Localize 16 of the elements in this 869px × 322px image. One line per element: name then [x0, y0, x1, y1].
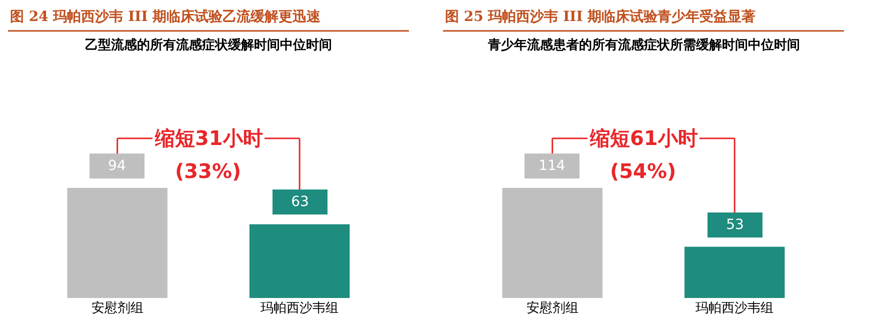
data-label: 94: [108, 158, 126, 174]
text: (33%): [175, 159, 242, 183]
chart-subtitle: 乙型流感的所有流感症状缓解时间中位时间: [85, 37, 332, 53]
data-label: 53: [726, 217, 744, 233]
x-tick-label: 玛帕西沙韦组: [260, 301, 339, 316]
chart-title: 图 25 玛帕西沙韦 III 期临床试验青少年受益显著: [445, 8, 756, 25]
data-label: 63: [291, 194, 309, 210]
text: 缩短31小时: [154, 126, 263, 150]
text: 缩短61小时: [589, 126, 698, 150]
data-label: 114: [538, 158, 566, 174]
x-tick-label: 玛帕西沙韦组: [696, 301, 774, 316]
chart-subtitle: 青少年流感患者的所有流感症状所需缓解时间中位时间: [487, 37, 800, 53]
x-tick-label: 安慰剂组: [526, 300, 578, 316]
chart-title: 图 24 玛帕西沙韦 III 期临床试验乙流缓解更迅速: [10, 8, 322, 25]
text: (54%): [610, 159, 676, 183]
x-tick-label: 安慰剂组: [91, 300, 144, 316]
